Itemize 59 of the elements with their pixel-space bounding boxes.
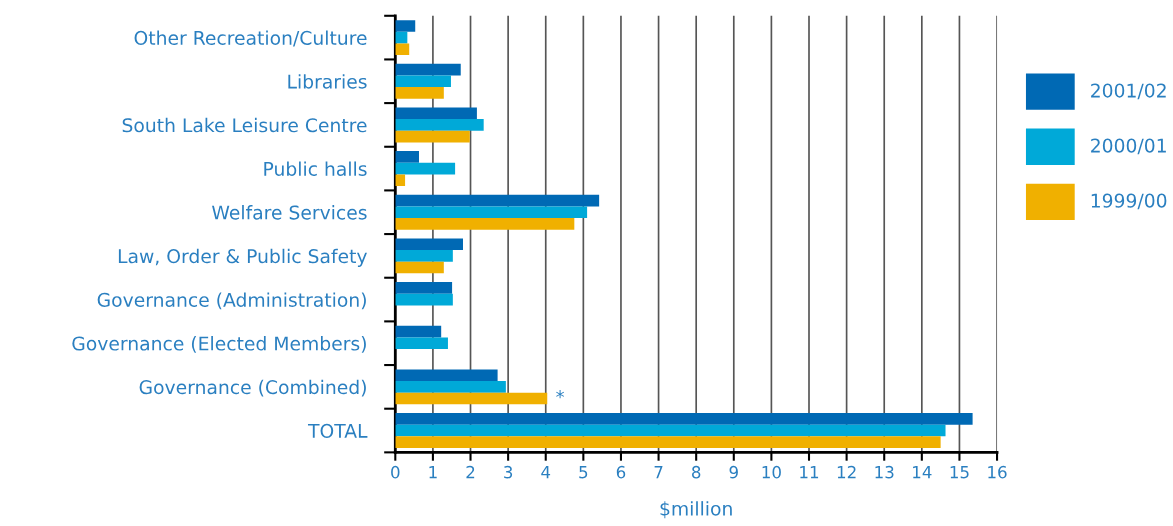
y-tick-label: TOTAL <box>307 423 368 438</box>
y-tick-label: Law, Order & Public Safety <box>118 248 367 267</box>
bar <box>395 20 416 32</box>
bar <box>395 119 484 131</box>
bar <box>395 206 588 219</box>
bar <box>395 293 453 306</box>
x-tick-label: 5 <box>579 466 588 479</box>
bar <box>395 162 456 175</box>
bar <box>395 424 946 437</box>
bar <box>395 325 442 338</box>
bar <box>395 194 600 207</box>
y-tick-label: Public halls <box>264 161 367 176</box>
x-tick-label: 3 <box>504 465 513 479</box>
y-tick-label: Governance (Combined) <box>139 379 366 397</box>
bar <box>395 413 973 425</box>
bar <box>395 218 575 230</box>
x-tick-label: 1 <box>429 466 437 479</box>
x-tick-label: 11 <box>800 466 819 479</box>
bar <box>395 130 470 143</box>
bar <box>395 369 498 382</box>
y-tick-label: Other Recreation/Culture <box>134 30 367 47</box>
x-tick-label: 15 <box>950 466 969 479</box>
bar <box>395 282 453 294</box>
bar <box>395 261 444 274</box>
x-tick-label: 12 <box>837 465 856 479</box>
bar <box>395 250 453 262</box>
bar <box>395 337 448 350</box>
bar <box>395 107 477 120</box>
legend-label: 2000/01 <box>1091 138 1166 155</box>
legend-label: 2001/02 <box>1091 83 1166 100</box>
x-tick-label: 6 <box>616 465 626 479</box>
y-tick-label: South Lake Leisure Centre <box>122 117 367 133</box>
bar <box>395 43 410 56</box>
bar <box>395 63 461 76</box>
bar <box>395 381 506 393</box>
bar <box>395 174 406 187</box>
y-tick-label: Governance (Elected Members) <box>72 336 366 353</box>
bar <box>395 75 451 88</box>
x-tick-label: 13 <box>875 465 894 479</box>
x-tick-label: 7 <box>654 466 663 479</box>
y-tick-label: Libraries <box>288 74 367 89</box>
x-tick-label: 14 <box>913 466 932 479</box>
x-tick-label: 4 <box>541 466 551 479</box>
x-tick-label: 0 <box>391 465 400 479</box>
bar <box>395 392 548 405</box>
bar <box>395 87 444 99</box>
x-tick-label: 10 <box>762 465 781 479</box>
legend-label: 1999/00 <box>1091 193 1167 210</box>
x-tick-label: 16 <box>988 465 1007 479</box>
x-tick-label: 8 <box>692 465 701 479</box>
annotation: * <box>556 390 565 399</box>
x-tick-label: 2 <box>466 465 475 479</box>
bar <box>395 238 463 251</box>
y-tick-label: Governance (Administration) <box>97 292 366 310</box>
x-axis-title: $million <box>660 501 732 519</box>
bar <box>395 436 941 448</box>
y-tick-label: Welfare Services <box>212 205 367 220</box>
x-tick-label: 9 <box>729 465 738 479</box>
bar <box>395 151 419 163</box>
